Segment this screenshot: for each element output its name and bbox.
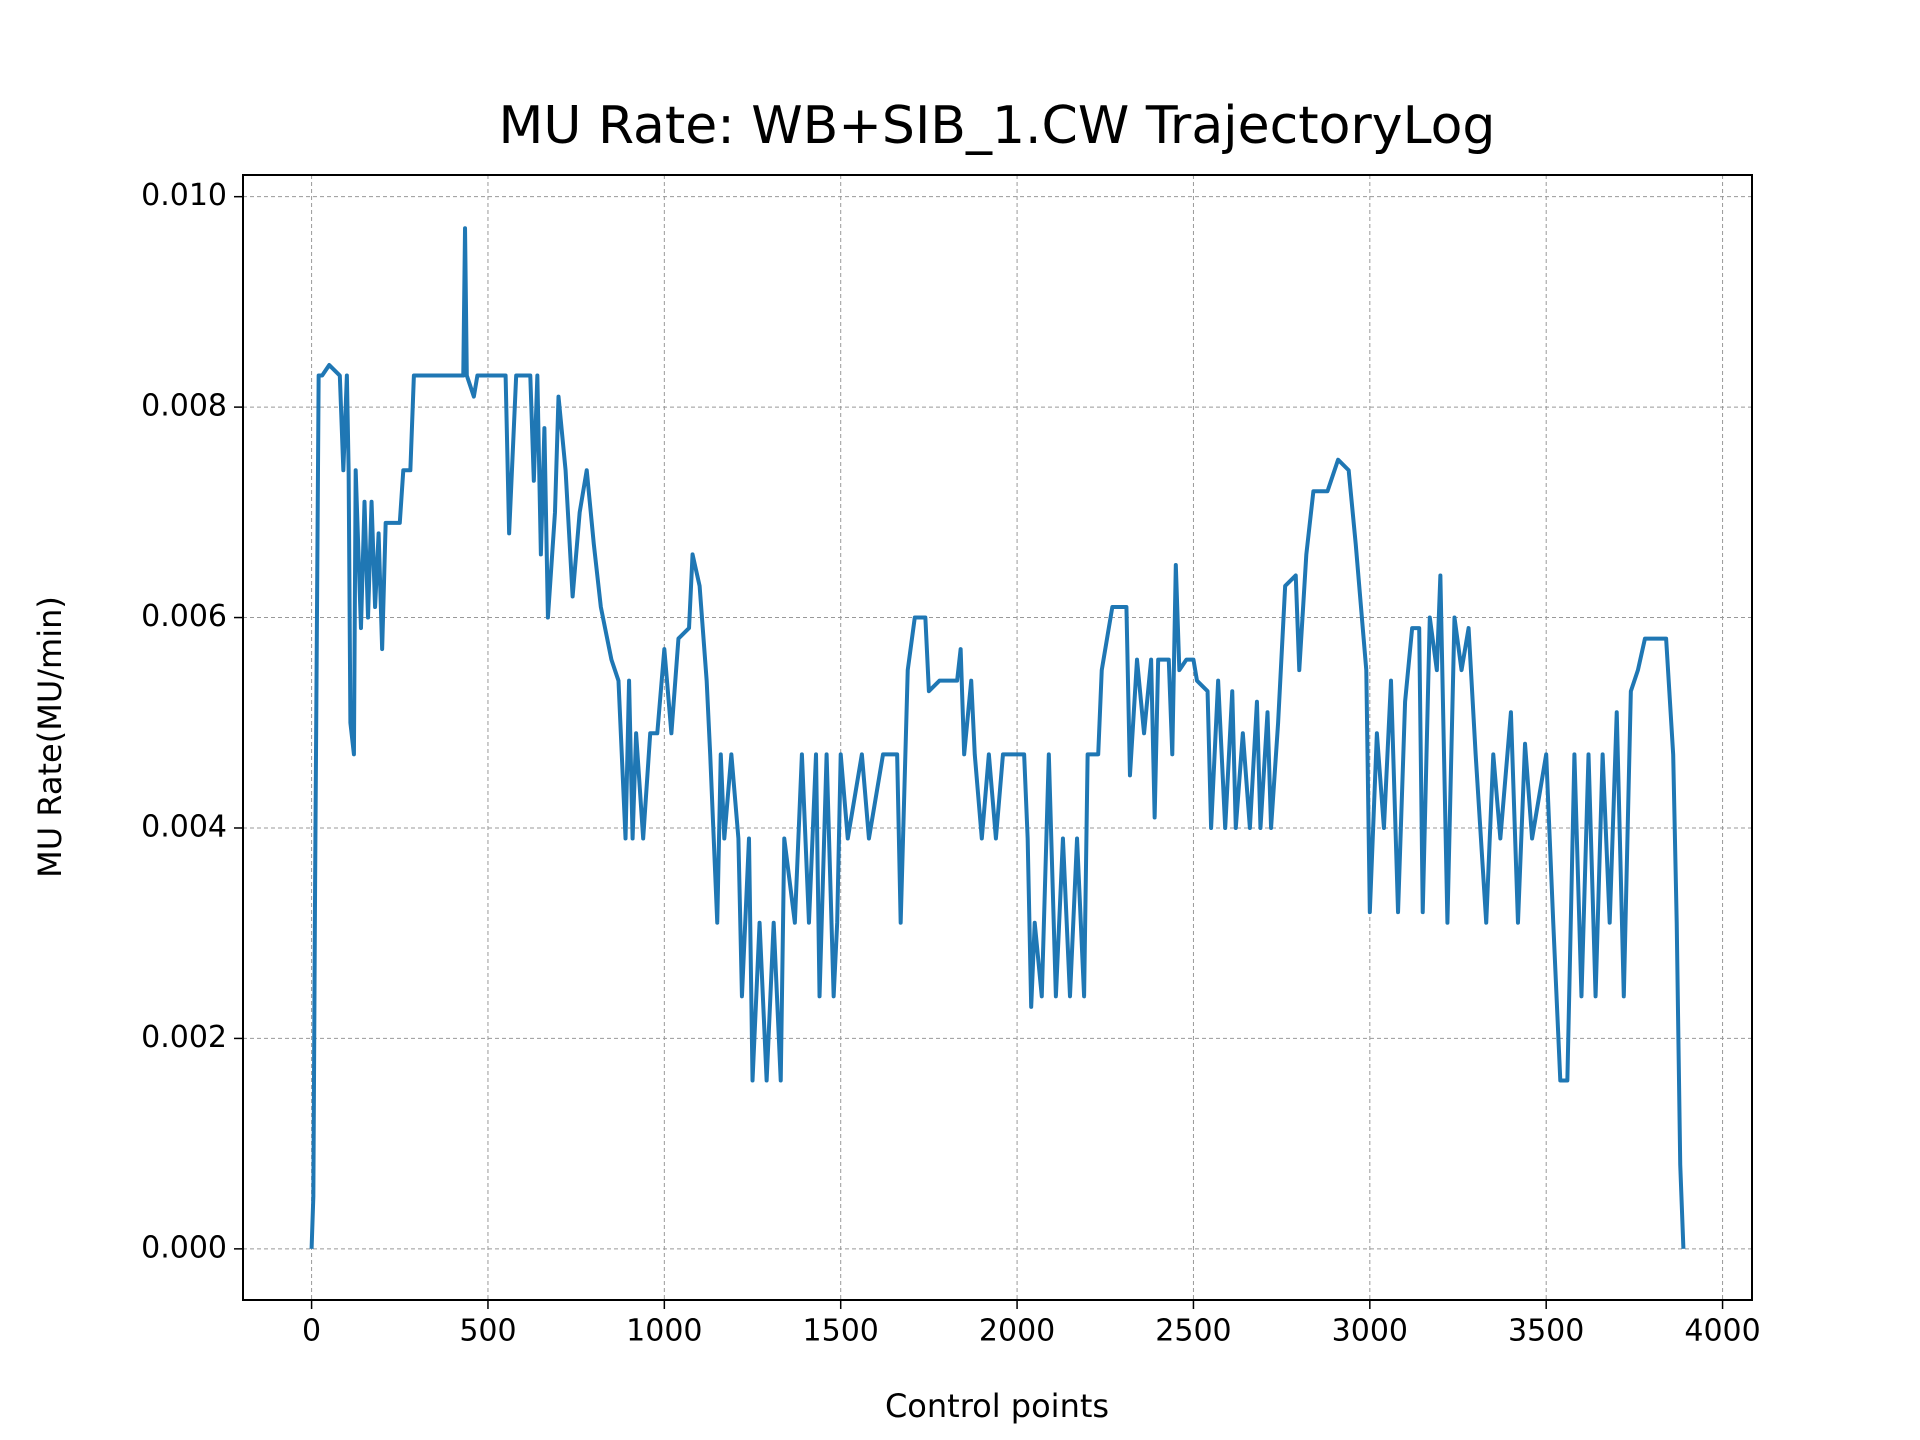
y-tick-label: 0.010 <box>141 178 227 213</box>
x-tick-label: 3000 <box>1332 1314 1408 1349</box>
x-tick-label: 2500 <box>1155 1314 1231 1349</box>
x-tick-label: 1500 <box>803 1314 879 1349</box>
plot-frame <box>242 174 1753 1301</box>
y-tick-label: 0.008 <box>141 389 227 424</box>
x-tick-label: 2000 <box>979 1314 1055 1349</box>
x-tick-label: 1000 <box>626 1314 702 1349</box>
y-axis-label: MU Rate(MU/min) <box>31 596 69 878</box>
y-tick-label: 0.004 <box>141 809 227 844</box>
y-tick-label: 0.000 <box>141 1230 227 1265</box>
data-line <box>309 226 1686 1249</box>
x-tick-label: 500 <box>459 1314 516 1349</box>
chart-title: MU Rate: WB+SIB_1.CW TrajectoryLog <box>499 96 1496 156</box>
x-tick-label: 4000 <box>1684 1314 1760 1349</box>
y-tick-label: 0.006 <box>141 599 227 634</box>
x-tick-label: 0 <box>302 1314 321 1349</box>
x-axis-label: Control points <box>885 1387 1109 1425</box>
x-tick-label: 3500 <box>1508 1314 1584 1349</box>
y-tick-label: 0.002 <box>141 1020 227 1055</box>
